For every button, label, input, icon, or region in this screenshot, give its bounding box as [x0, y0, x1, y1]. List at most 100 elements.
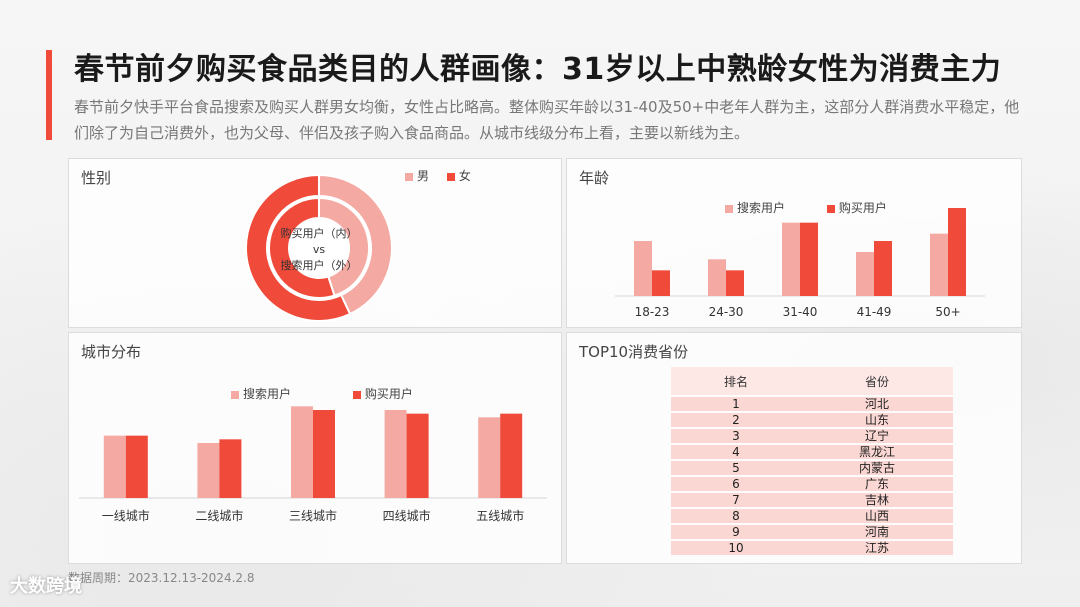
- age-legend-label-search: 搜索用户: [737, 201, 786, 215]
- legend-swatch-female: [446, 172, 455, 181]
- rank-cell: 9: [671, 525, 801, 539]
- center-label-line2: vs: [313, 243, 326, 256]
- city-legend-label-search: 搜索用户: [243, 387, 292, 401]
- city-bar-chart: 一线城市 二线城市 三线城市 四线城市 五线城市: [79, 406, 547, 523]
- table-row: 5 内蒙古: [671, 461, 953, 475]
- province-cell: 内蒙古: [801, 461, 953, 475]
- province-cell: 黑龙江: [801, 445, 953, 459]
- title-accent-bar: [46, 50, 52, 140]
- rank-cell: 5: [671, 461, 801, 475]
- bar-purchase-0: [125, 435, 148, 498]
- bar-purchase-3: [874, 241, 892, 296]
- table-header-row: 排名 省份: [671, 367, 953, 395]
- data-period-note: 数据周期：2023.12.13-2024.2.8: [68, 571, 255, 585]
- legend-swatch-male: [405, 172, 413, 181]
- province-cell: 河北: [801, 397, 953, 411]
- x-tick-label: 三线城市: [289, 508, 337, 523]
- table-row: 8 山西: [671, 509, 953, 523]
- bar-search-4: [478, 417, 501, 498]
- table-row: 6 广东: [671, 477, 953, 491]
- table-row: 2 山东: [671, 413, 953, 427]
- bar-purchase-2: [313, 410, 335, 498]
- province-cell: 河南: [801, 525, 953, 539]
- bar-search-0: [103, 435, 126, 498]
- gender-panel-title: 性别: [81, 169, 112, 187]
- bar-search-0: [634, 241, 652, 296]
- age-legend: 搜索用户 购买用户: [725, 199, 901, 216]
- page-subtitle: 春节前夕快手平台食品搜索及购买人群男女均衡，女性占比略高。整体购买年龄以31-4…: [74, 98, 1020, 142]
- rank-cell: 10: [671, 541, 801, 555]
- bar-search-3: [856, 252, 874, 296]
- legend-label-female: 女: [458, 169, 471, 183]
- city-legend-swatch-search: [231, 390, 239, 399]
- province-cell: 山西: [801, 509, 953, 523]
- x-tick-label: 18-23: [635, 305, 670, 319]
- table-row: 3 辽宁: [671, 429, 953, 443]
- bar-search-2: [782, 222, 800, 296]
- x-tick-label: 一线城市: [102, 508, 150, 523]
- x-tick-label: 31-40: [783, 305, 818, 319]
- column-header-province: 省份: [801, 367, 953, 395]
- table-row: 9 河南: [671, 525, 953, 539]
- city-panel: 城市分布 搜索用户 购买用户 一线城市 二线城市 三线城市 四线城市 五线城市: [68, 332, 562, 564]
- table-row: 1 河北: [671, 397, 953, 411]
- donut-center: [291, 220, 347, 276]
- legend-label-male: 男: [417, 169, 430, 183]
- age-legend-swatch-purchase: [826, 204, 835, 213]
- column-header-rank: 排名: [671, 367, 801, 395]
- donut-slice-outer-female: [245, 173, 352, 322]
- bar-purchase-3: [406, 413, 429, 498]
- bar-purchase-2: [800, 222, 818, 296]
- gender-donut-chart: 购买用户（内） vs 搜索用户（外）: [245, 173, 393, 322]
- rank-cell: 6: [671, 477, 801, 491]
- center-label-line3: 搜索用户（外）: [281, 258, 358, 272]
- gender-legend: 男 女: [405, 167, 485, 184]
- city-legend: 搜索用户 购买用户: [231, 385, 427, 402]
- x-tick-label: 24-30: [709, 305, 744, 319]
- top10-panel: TOP10消费省份 排名 省份 1 河北 2 山东 3 辽宁 4 黑龙江 5 内蒙古 6 广东 7 吉林 8…: [566, 332, 1022, 564]
- age-bar-chart: 18-23 24-30 31-40 41-49 50+: [615, 208, 985, 319]
- province-cell: 山东: [801, 413, 953, 427]
- x-tick-label: 41-49: [857, 305, 892, 319]
- bar-purchase-4: [948, 208, 966, 296]
- rank-cell: 2: [671, 413, 801, 427]
- table-row: 7 吉林: [671, 493, 953, 507]
- rank-cell: 4: [671, 445, 801, 459]
- gender-panel: 性别 男 女 购买用户（内） vs 搜索用户（外）: [68, 158, 562, 328]
- top10-panel-title: TOP10消费省份: [579, 343, 689, 361]
- rank-cell: 8: [671, 509, 801, 523]
- province-cell: 辽宁: [801, 429, 953, 443]
- city-legend-label-purchase: 购买用户: [364, 387, 413, 401]
- top10-table: 排名 省份 1 河北 2 山东 3 辽宁 4 黑龙江 5 内蒙古 6 广东 7 吉林 8 山西 9 河南 10 江苏: [671, 365, 953, 557]
- age-panel: 年龄 搜索用户 购买用户 18-23 24-30 31-40 41-49 50+: [566, 158, 1022, 328]
- x-tick-label: 50+: [935, 305, 960, 319]
- x-tick-label: 五线城市: [476, 508, 524, 523]
- x-tick-label: 二线城市: [195, 508, 243, 523]
- page-title: 春节前夕购买食品类目的人群画像：31岁以上中熟龄女性为消费主力: [74, 52, 1002, 87]
- table-row: 4 黑龙江: [671, 445, 953, 459]
- center-label-line1: 购买用户（内）: [281, 226, 358, 240]
- bar-search-1: [708, 259, 726, 296]
- bar-search-2: [291, 406, 313, 498]
- x-tick-label: 四线城市: [383, 508, 431, 523]
- bar-search-1: [197, 443, 220, 498]
- donut-slice-inner-male: [318, 196, 370, 297]
- legend-item-male: 男: [405, 167, 429, 184]
- bar-purchase-4: [500, 413, 523, 498]
- bar-purchase-1: [219, 439, 242, 498]
- age-panel-title: 年龄: [579, 169, 610, 187]
- rank-cell: 7: [671, 493, 801, 507]
- bar-purchase-0: [652, 270, 670, 296]
- city-legend-search: 搜索用户: [231, 385, 291, 402]
- age-legend-label-purchase: 购买用户: [838, 201, 887, 215]
- donut-slice-inner-female: [268, 196, 336, 299]
- bar-search-3: [384, 410, 407, 498]
- age-legend-swatch-search: [725, 204, 733, 213]
- bar-search-4: [930, 233, 948, 296]
- province-cell: 江苏: [801, 541, 953, 555]
- bar-purchase-1: [726, 270, 744, 296]
- legend-item-female: 女: [446, 167, 471, 184]
- city-legend-swatch-purchase: [352, 390, 361, 399]
- city-panel-title: 城市分布: [81, 343, 142, 361]
- brand-logo: 大数跨境: [10, 576, 82, 597]
